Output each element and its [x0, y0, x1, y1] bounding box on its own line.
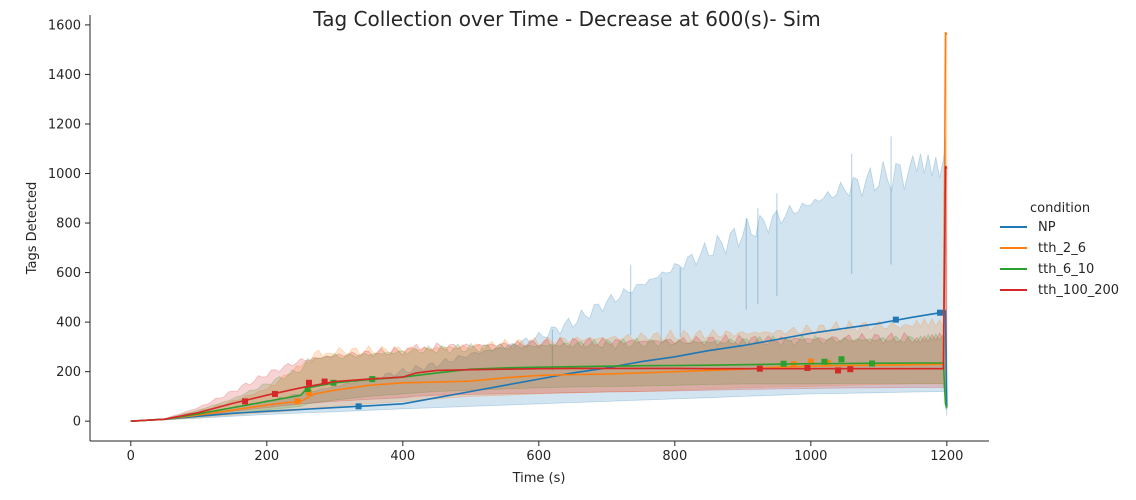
x-tick-label: 600	[526, 449, 551, 464]
legend-label-NP: NP	[1038, 220, 1056, 235]
marker-tth_100_200-1	[271, 390, 278, 397]
line-tth_2_6	[130, 31, 948, 422]
marker-tth_100_200-2	[305, 379, 312, 386]
y-tick-label: 0	[73, 415, 81, 430]
x-ticks: 0 200 400 600 800 1000 1200	[127, 441, 963, 464]
marker-tth_2_6-3	[807, 358, 814, 365]
line-tth_6_10	[130, 362, 948, 422]
marker-tth_100_200-3	[321, 378, 328, 385]
marker-NP-1	[892, 316, 899, 323]
y-tick-label: 1600	[48, 18, 81, 33]
y-tick-label: 800	[56, 217, 81, 232]
x-tick-label: 400	[390, 449, 415, 464]
x-tick-label: 800	[662, 449, 687, 464]
legend-label-tth_6_10: tth_6_10	[1038, 262, 1094, 277]
marker-tth_6_10-1	[330, 379, 337, 386]
series-lines	[130, 31, 948, 422]
x-tick-label: 200	[254, 449, 279, 464]
marker-tth_6_10-0	[304, 385, 311, 392]
marker-tth_2_6-1	[305, 389, 312, 396]
y-ticks: 0 200 400 600 800 1000 1200 1400 1600	[48, 18, 90, 430]
legend-label-tth_100_200: tth_100_200	[1038, 283, 1119, 298]
marker-NP-2	[937, 309, 944, 316]
marker-tth_6_10-3	[780, 360, 787, 367]
y-tick-label: 400	[56, 316, 81, 331]
line-tth_100_200	[130, 165, 948, 422]
marker-NP-0	[355, 403, 362, 410]
x-tick-label: 1000	[794, 449, 827, 464]
x-axis-label: Time (s)	[512, 471, 566, 486]
y-tick-label: 1200	[48, 117, 81, 132]
band-tth_100_200	[130, 168, 948, 422]
confidence-bands	[130, 34, 948, 422]
axes	[89, 15, 989, 442]
marker-tth_6_10-5	[838, 356, 845, 363]
chart-title: Tag Collection over Time - Decrease at 6…	[312, 7, 820, 31]
x-tick-label: 1200	[930, 449, 963, 464]
line-NP	[130, 309, 948, 422]
marker-tth_100_200-7	[847, 366, 854, 373]
y-axis-label: Tags Detected	[25, 182, 40, 276]
marker-tth_6_10-4	[821, 358, 828, 365]
band-tth_6_10	[130, 332, 948, 422]
y-tick-label: 600	[56, 266, 81, 281]
marker-tth_100_200-4	[756, 365, 763, 372]
legend-label-tth_2_6: tth_2_6	[1038, 241, 1086, 256]
y-tick-label: 200	[56, 365, 81, 380]
marker-tth_2_6-0	[294, 398, 301, 405]
legend: condition NP tth_2_6 tth_6_10 tth_100_200	[1000, 201, 1119, 298]
marker-tth_100_200-0	[242, 398, 249, 405]
y-tick-label: 1400	[48, 68, 81, 83]
y-tick-label: 1000	[48, 167, 81, 182]
band-tth_2_6	[130, 34, 948, 422]
marker-tth_100_200-5	[804, 364, 811, 371]
legend-title: condition	[1030, 201, 1090, 216]
x-tick-label: 0	[127, 449, 135, 464]
marker-tth_100_200-6	[835, 367, 842, 374]
marker-tth_6_10-6	[869, 360, 876, 367]
